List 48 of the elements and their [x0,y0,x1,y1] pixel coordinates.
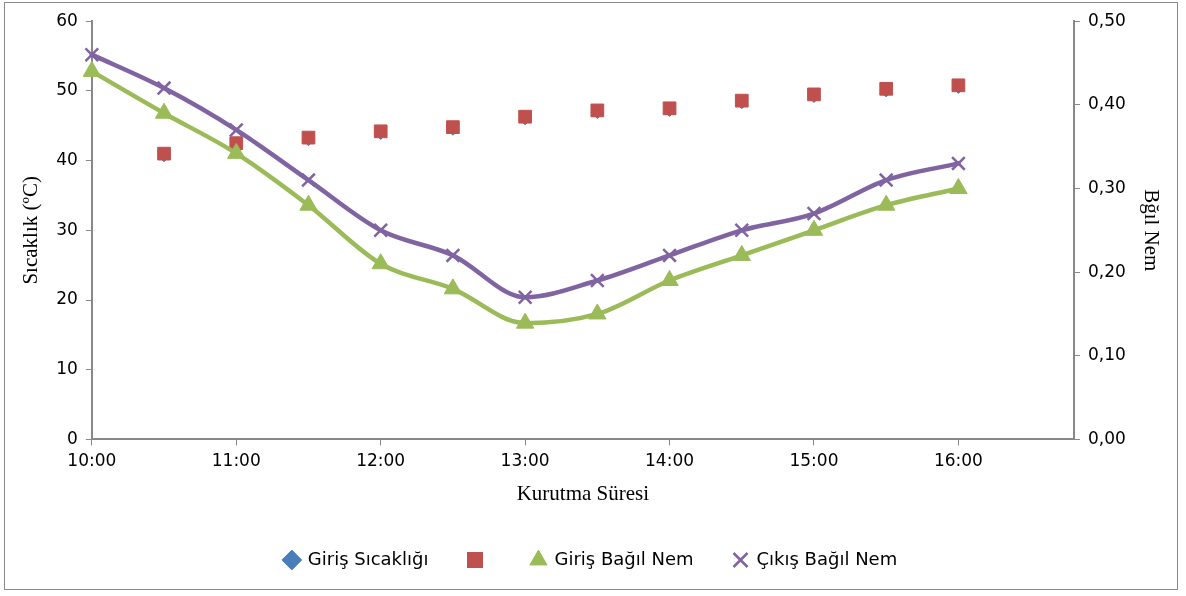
point [660,269,679,286]
point [878,172,894,188]
y2-tick-label: 0,40 [1087,93,1126,114]
x-tick-label: 10:00 [67,450,117,471]
point [373,222,389,238]
point [734,222,750,238]
y-tick-label: 0 [67,427,78,448]
y2-axis-title: Bğıl Nem [1139,189,1164,272]
x-tick-label: 14:00 [645,450,695,471]
point [732,244,751,261]
y2-tick-label: 0,00 [1087,427,1126,448]
point [950,155,967,171]
x-tick-label: 13:00 [500,450,550,471]
point [661,247,678,264]
point [300,172,317,188]
x-tick-label: 16:00 [933,450,983,471]
legend-label: Giriş Sıcaklığı [307,547,429,569]
point [371,253,390,270]
y2-tick-label: 0,20 [1087,260,1126,281]
point [443,278,463,295]
y-tick-label: 20 [56,288,78,309]
point [589,272,605,289]
point [588,303,607,320]
y-tick-label: 60 [56,9,78,30]
y2-tick-label: 0,30 [1087,176,1126,197]
y2-tick-label: 0,10 [1087,344,1126,365]
y-tick-label: 30 [56,218,78,239]
point [228,122,244,138]
y-tick-label: 40 [56,149,78,170]
x-tick-label: 15:00 [789,450,839,471]
point [445,247,461,264]
y2-tick-label: 0,50 [1087,9,1126,30]
point [877,194,896,211]
y-axis-title: Sıcaklık (ºC) [18,176,43,285]
x-axis-title: Kurutma Süresi [516,480,650,505]
x-tick-label: 11:00 [211,450,261,471]
y-tick-label: 50 [56,79,78,100]
legend-label: Çıkış Bağıl Nem [756,547,898,569]
legend-label: Giriş Bağıl Nem [554,547,694,569]
point [156,80,172,96]
point [515,312,535,329]
y-tick-label: 10 [56,358,78,379]
point [806,205,822,222]
point [299,194,318,211]
point [804,219,824,236]
point [84,47,100,63]
point [517,289,533,305]
x-tick-label: 12:00 [356,450,406,471]
